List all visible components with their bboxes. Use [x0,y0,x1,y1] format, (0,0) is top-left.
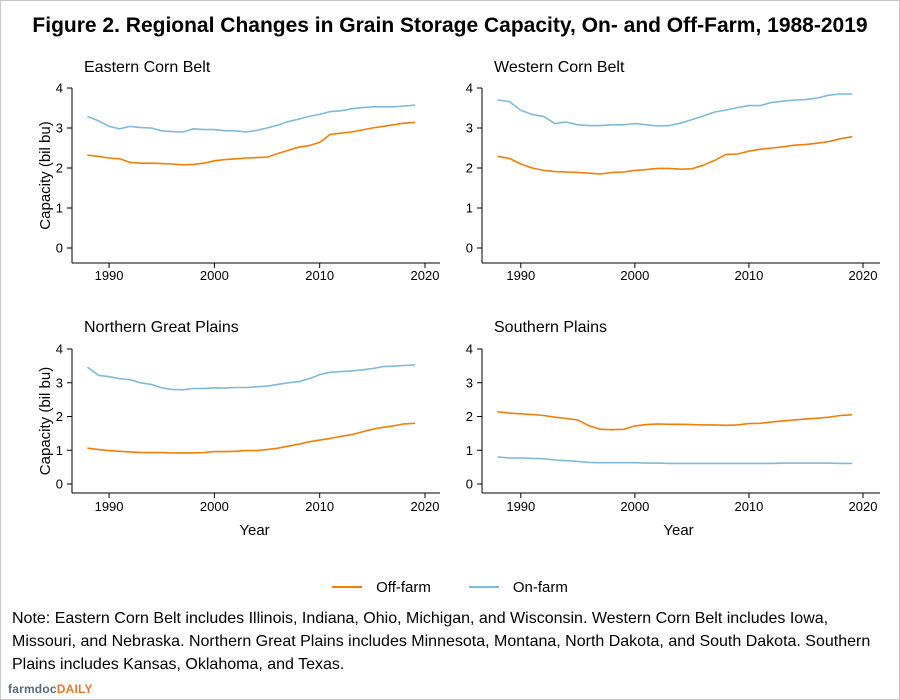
series-line-southern-plains-on-farm [497,456,853,465]
y-tick-label-eastern-corn-belt-4: 4 [56,81,63,96]
series-line-western-corn-belt-on-farm [497,93,853,127]
y-axis-title-eastern-corn-belt: Capacity (bil bu) [37,121,54,229]
series-line-northern-great-plains-off-farm [87,422,416,454]
y-tick-label-northern-great-plains-1: 1 [56,443,63,458]
x-axis-title-southern-plains: Year [663,522,693,539]
panel-title-northern-great-plains: Northern Great Plains [84,319,239,336]
y-tick-label-northern-great-plains-0: 0 [56,477,63,492]
x-tick-label-eastern-corn-belt-2000: 2000 [200,268,229,283]
x-tick-label-southern-plains-2010: 2010 [734,499,763,514]
series-line-northern-great-plains-on-farm [87,364,416,391]
y-tick-label-western-corn-belt-2: 2 [466,161,473,176]
x-tick-label-northern-great-plains-2020: 2020 [411,499,440,514]
figure-title: Figure 2. Regional Changes in Grain Stor… [32,14,868,37]
y-tick-label-southern-plains-1: 1 [466,443,473,458]
y-tick-label-northern-great-plains-4: 4 [56,342,63,357]
legend-swatch-off-farm [332,586,363,588]
y-tick-label-southern-plains-2: 2 [466,409,473,424]
x-tick-label-western-corn-belt-2000: 2000 [620,268,649,283]
legend-item-off-farm: Off-farm [332,579,431,596]
x-tick-label-western-corn-belt-1990: 1990 [506,268,535,283]
y-tick-label-eastern-corn-belt-1: 1 [56,201,63,216]
legend-label-off-farm: Off-farm [376,578,431,596]
x-tick-label-southern-plains-2020: 2020 [849,499,878,514]
legend-swatch-on-farm [468,586,499,588]
y-tick-label-southern-plains-4: 4 [466,342,473,357]
x-tick-label-eastern-corn-belt-2020: 2020 [411,268,440,283]
y-tick-label-northern-great-plains-2: 2 [56,409,63,424]
panel-title-southern-plains: Southern Plains [494,319,607,336]
y-tick-label-western-corn-belt-3: 3 [466,121,473,136]
x-tick-label-southern-plains-1990: 1990 [506,499,535,514]
x-tick-label-northern-great-plains-2000: 2000 [200,499,229,514]
chart-legend: Off-farm On-farm [0,576,900,598]
y-tick-label-western-corn-belt-1: 1 [466,201,473,216]
legend-item-on-farm: On-farm [468,578,568,596]
y-tick-label-eastern-corn-belt-3: 3 [56,121,63,136]
x-tick-label-southern-plains-2000: 2000 [620,499,649,514]
figure-note: Note: Eastern Corn Belt includes Illinoi… [12,610,871,673]
x-tick-label-western-corn-belt-2010: 2010 [734,268,763,283]
panel-title-eastern-corn-belt: Eastern Corn Belt [84,59,211,76]
y-tick-label-southern-plains-0: 0 [466,477,473,492]
y-axis-title-northern-great-plains: Capacity (bil bu) [37,367,54,475]
x-tick-label-eastern-corn-belt-1990: 1990 [95,268,124,283]
brand-logo: farmdocDAILY [8,682,93,696]
series-line-southern-plains-off-farm [497,410,853,431]
series-line-western-corn-belt-off-farm [497,136,853,175]
x-tick-label-eastern-corn-belt-2010: 2010 [305,268,334,283]
y-tick-label-eastern-corn-belt-2: 2 [56,161,63,176]
series-line-eastern-corn-belt-on-farm [87,104,416,133]
x-tick-label-northern-great-plains-2010: 2010 [305,499,334,514]
panel-title-western-corn-belt: Western Corn Belt [494,59,625,76]
x-tick-label-northern-great-plains-1990: 1990 [95,499,124,514]
y-tick-label-northern-great-plains-3: 3 [56,375,63,390]
y-tick-label-western-corn-belt-0: 0 [466,241,473,256]
series-line-eastern-corn-belt-off-farm [87,121,416,166]
x-axis-title-northern-great-plains: Year [239,522,269,539]
x-tick-label-western-corn-belt-2020: 2020 [849,268,878,283]
y-tick-label-western-corn-belt-4: 4 [466,81,473,96]
legend-label-on-farm: On-farm [512,578,568,596]
y-tick-label-southern-plains-3: 3 [466,375,473,390]
y-tick-label-eastern-corn-belt-0: 0 [56,241,63,256]
